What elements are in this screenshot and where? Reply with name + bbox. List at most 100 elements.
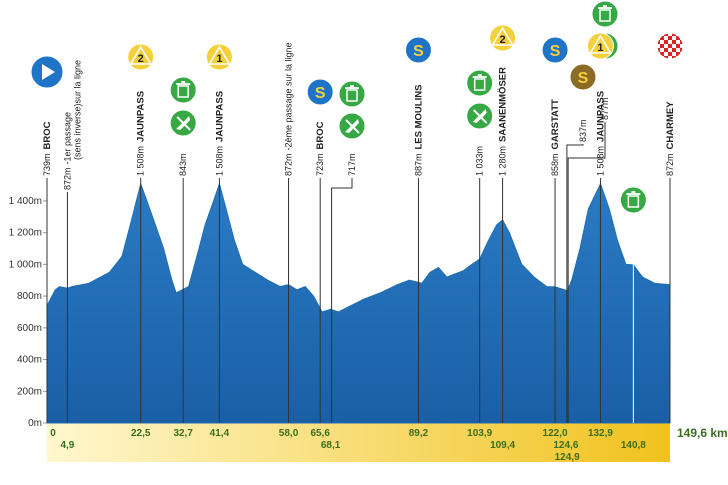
place-name: LES MOULINS — [413, 85, 424, 150]
altitude: 1 508m — [214, 146, 224, 176]
icon-glyph — [589, 34, 612, 54]
y-tick-label: 0m — [28, 418, 42, 429]
icon-climb: 1 — [586, 32, 614, 60]
y-tick-label: 200m — [17, 386, 42, 397]
altitude: 872m — [665, 153, 675, 176]
place-name: GARSTATT — [550, 99, 561, 150]
y-tick-label: 1 200m — [9, 228, 42, 239]
y-tick-label: 600m — [17, 323, 42, 334]
climb-category: 2 — [138, 53, 144, 65]
sprint-letter: S — [550, 43, 561, 60]
waypoint-label: 843m — [178, 153, 188, 176]
altitude: 739m — [42, 153, 52, 176]
icon-climb: 2 — [127, 43, 155, 71]
waypoint-label: 1 033m — [475, 146, 485, 176]
x-tick-label: 32,7 — [173, 428, 193, 439]
x-tick-label: 103,9 — [467, 428, 492, 439]
icon-glyph — [627, 195, 640, 208]
icon-waste — [591, 0, 619, 28]
x-tick-label: 132,9 — [588, 428, 613, 439]
icon-glyph — [345, 119, 360, 134]
waypoint-label: 837m — [578, 119, 588, 142]
waypoint-label: 1 508m JAUNPASS — [136, 91, 147, 176]
icon-feed — [466, 102, 494, 130]
icon-glyph — [176, 116, 191, 131]
climb-category: 1 — [216, 53, 222, 65]
elevation-area — [46, 182, 671, 424]
x-tick-label: 124,9 — [555, 452, 580, 463]
icon-glyph — [208, 45, 231, 65]
place-name: BROC — [315, 121, 326, 149]
waypoint-label: 1 508m JAUNPASS — [595, 91, 606, 176]
icon-sprint-alt: S — [569, 63, 597, 91]
x-tick-label: 68,1 — [321, 440, 341, 451]
x-tick-label: 122,0 — [543, 428, 568, 439]
altitude: 887m — [413, 153, 423, 176]
note: (sens inverse)sur la ligne — [72, 60, 82, 160]
altitude: 872m — [284, 153, 294, 176]
icon-glyph — [129, 45, 153, 65]
waypoint-line — [566, 144, 584, 423]
icon-glyph — [599, 9, 611, 22]
icon-feed — [169, 109, 197, 137]
icon-bg — [466, 69, 494, 97]
icon-glyph — [472, 109, 488, 124]
x-tick-label: 149,6 km — [677, 426, 728, 440]
place-name: JAUNPASS — [595, 91, 606, 142]
waypoint-label: 723m BROC — [315, 121, 326, 176]
altitude: 843m — [178, 153, 188, 176]
icon-sprint: S — [541, 36, 569, 64]
icon-bg — [306, 78, 334, 106]
place-name: CHARMEY — [665, 101, 676, 150]
icon-sprint: S — [306, 78, 334, 106]
climb-category: 1 — [597, 42, 603, 54]
altitude: 1 033m — [475, 146, 485, 176]
note: -1er passage — [62, 112, 72, 165]
place-name: JAUNPASS — [136, 91, 147, 142]
x-tick-label: 89,2 — [409, 428, 429, 439]
x-tick-label: 109,4 — [490, 440, 515, 451]
sprint-letter: S — [315, 85, 326, 102]
waypoint-label: 997m — [628, 232, 638, 255]
icon-glyph — [346, 89, 358, 102]
x-tick-label: 140,8 — [621, 440, 646, 451]
x-tick-label: 58,0 — [279, 428, 299, 439]
icon-glyph — [42, 64, 55, 80]
icon-bg — [541, 36, 569, 64]
y-tick-label: 800m — [17, 291, 42, 302]
icon-waste — [338, 80, 366, 108]
note: -2ème passage sur la ligne — [284, 42, 294, 150]
altitude: 1 280m — [498, 146, 508, 176]
y-tick-label: 400m — [17, 355, 42, 366]
waypoint-line — [331, 178, 353, 423]
icon-bg — [619, 186, 647, 214]
icon-finish — [656, 32, 684, 60]
waypoint-label: 1 508m JAUNPASS — [214, 91, 225, 176]
icon-start — [30, 55, 64, 89]
x-tick-label: 22,5 — [131, 428, 151, 439]
waypoint-label: 872m -1er passage — [62, 112, 72, 190]
icon-bg — [169, 76, 197, 104]
icon-waste — [169, 76, 197, 104]
altitude: 723m — [315, 153, 325, 176]
altitude: 837m — [578, 119, 588, 142]
altitude: 1 508m — [595, 146, 605, 176]
icon-waste — [619, 186, 647, 214]
icon-bg — [591, 0, 619, 28]
waypoint-label: 1 280m SAANENMÖSER — [498, 67, 509, 176]
sprint-letter: S — [413, 43, 424, 60]
icon-climb: 2 — [489, 24, 517, 52]
altitude: 997m — [628, 232, 638, 255]
x-tick-label: 65,6 — [310, 428, 330, 439]
icon-glyph — [473, 78, 486, 91]
place-name: SAANENMÖSER — [498, 67, 509, 142]
waypoint-label: 717m — [347, 153, 357, 176]
sprint-letter: S — [578, 70, 589, 87]
icon-glyph — [177, 85, 189, 98]
icon-glyph — [491, 26, 514, 46]
icon-feed — [338, 112, 366, 140]
waypoint-label: 872m CHARMEY — [665, 101, 676, 176]
waypoint-line — [567, 122, 606, 423]
icon-sprint: S — [404, 36, 432, 64]
waypoint-label: 872m -2ème passage sur la ligne — [284, 42, 294, 176]
